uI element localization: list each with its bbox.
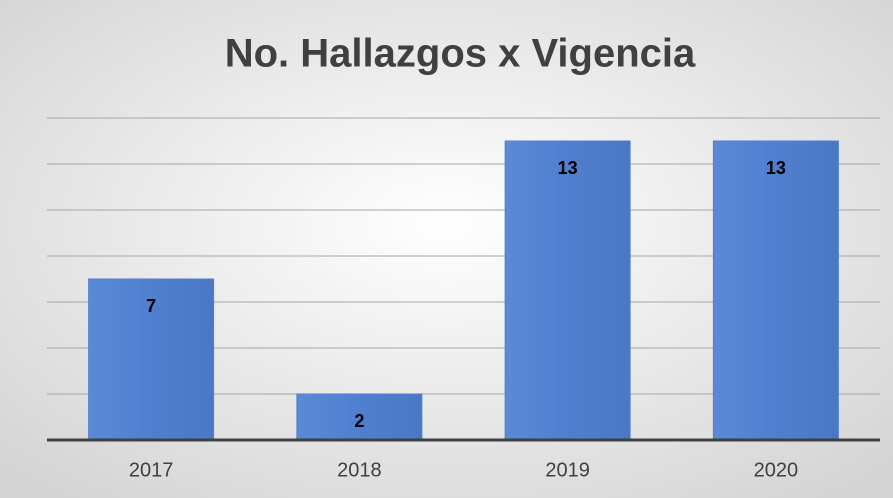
data-label: 13 [558,158,578,178]
bar [504,140,631,441]
data-label: 7 [146,296,156,316]
bar [296,393,423,441]
x-tick-label: 2017 [129,459,174,481]
chart-title: No. Hallazgos x Vigencia [225,32,696,76]
x-tick-label: 2019 [545,459,590,481]
data-label: 13 [766,158,786,178]
data-label: 2 [354,411,364,431]
x-tick-label: 2020 [754,459,799,481]
bar [88,278,215,441]
bar [712,140,839,441]
x-tick-label: 2018 [337,459,382,481]
